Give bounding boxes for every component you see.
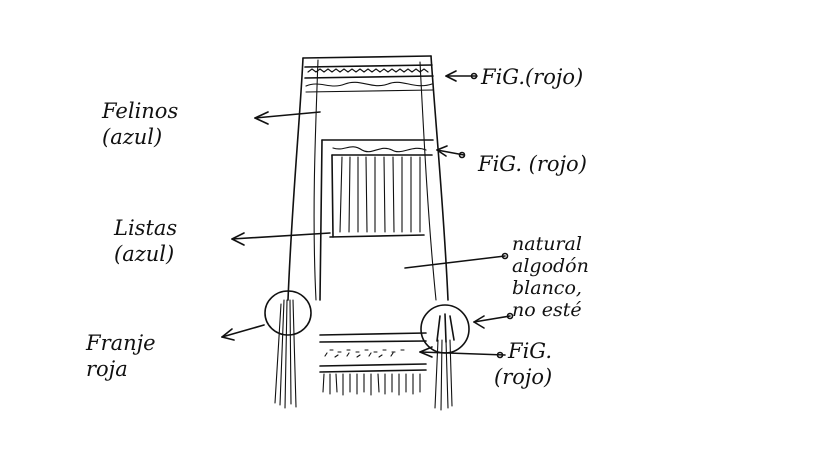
label-felinos-line2: (azul) [102,125,163,149]
bottom-band [319,332,427,396]
label-franje: Franje roja [86,330,156,382]
arrow-natural [404,252,509,269]
arrow-franje [221,324,265,341]
arrow-felinos [254,111,321,125]
label-fig-bottom: FiG. (rojo) [494,338,552,390]
label-natural-line4: no esté [512,299,582,321]
label-fig-mid: FiG. (rojo) [478,152,587,176]
top-band [304,64,434,93]
label-franje-line2: roja [86,357,128,381]
label-fig-bottom-line2: (rojo) [494,365,553,389]
arrow-fig-top [445,70,478,82]
left-tassel [264,290,312,409]
right-tassel [420,304,470,411]
inner-panel [319,139,434,301]
garment-outline [287,55,449,301]
label-natural-line2: algodón [512,255,589,277]
label-felinos: Felinos (azul) [102,98,178,150]
label-natural: natural algodón blanco, no esté [512,233,589,321]
arrow-listas [231,232,331,246]
label-fig-bottom-line1: FiG. [508,339,552,363]
arrow-fig-mid [436,145,466,159]
arrow-fig-bottom [419,346,506,359]
label-fig-top: FiG.(rojo) [481,65,584,89]
label-felinos-line1: Felinos [102,99,179,123]
label-listas-line1: Listas [114,216,178,240]
label-natural-line3: blanco, [512,277,582,299]
label-franje-line1: Franje [86,331,156,355]
label-natural-line1: natural [512,233,582,255]
label-listas-line2: (azul) [114,242,175,266]
arrow-right-tassel [473,312,514,329]
label-listas: Listas (azul) [114,215,177,267]
